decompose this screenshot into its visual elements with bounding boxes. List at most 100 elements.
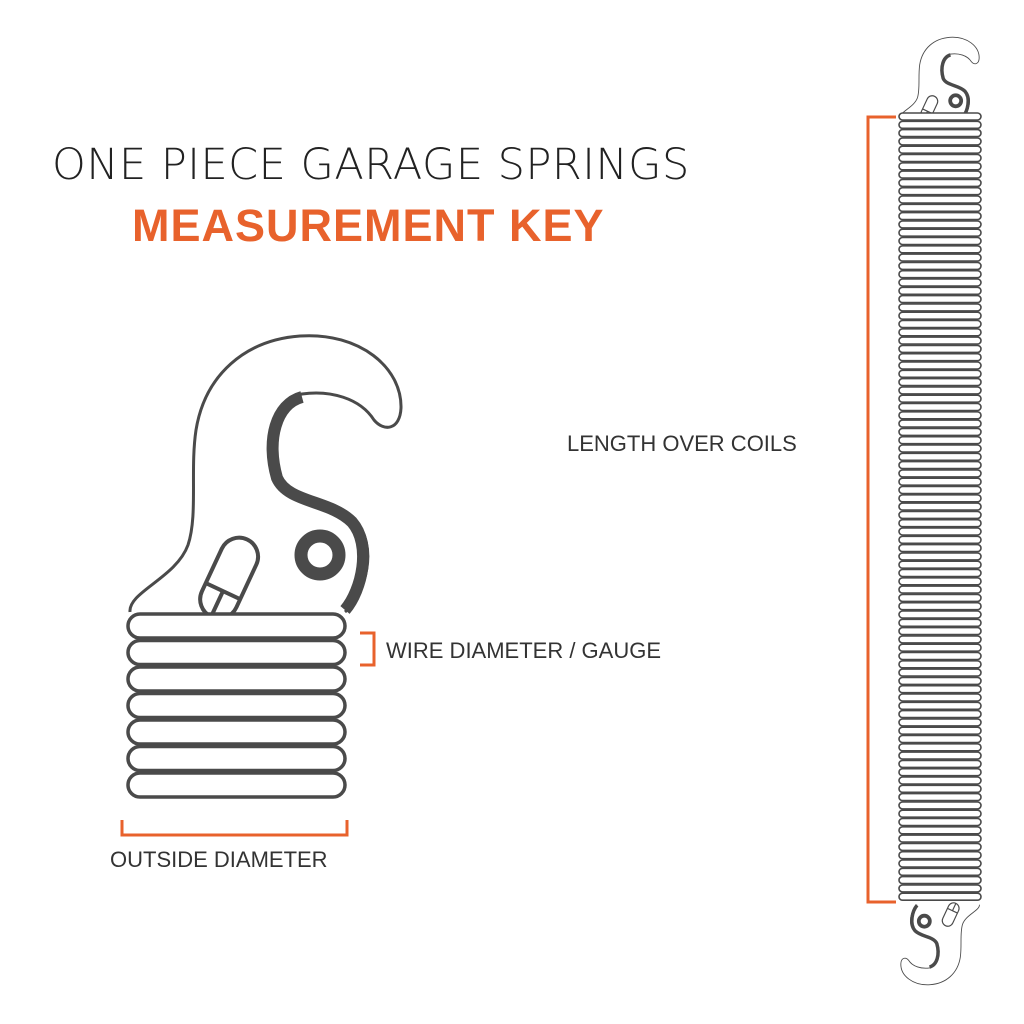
coil (898, 220, 982, 229)
coil (898, 311, 982, 321)
coil (898, 676, 982, 686)
coil (898, 435, 982, 445)
coil (898, 162, 982, 171)
coil (898, 344, 982, 354)
coil (898, 859, 982, 868)
coil (898, 419, 982, 428)
coil (898, 444, 982, 453)
coil (126, 691, 347, 720)
coil (898, 618, 982, 628)
coil (898, 884, 982, 893)
coil (898, 128, 982, 138)
coil (898, 709, 982, 719)
coil (898, 369, 982, 379)
bottom-hook-icon (898, 899, 982, 987)
coil (898, 734, 982, 744)
coil (898, 386, 982, 395)
coil (898, 610, 982, 619)
length-label: LENGTH OVER COILS (567, 431, 797, 456)
coil (898, 319, 982, 329)
page-title: ONE PIECE GARAGE SPRINGS (52, 140, 690, 190)
coil (898, 410, 982, 420)
coil (898, 294, 982, 304)
coil (898, 361, 982, 370)
coil (898, 112, 982, 121)
large-spring-coils (126, 612, 347, 799)
outside-diameter-label: OUTSIDE DIAMETER (110, 847, 328, 872)
coil (898, 643, 982, 653)
coil (898, 527, 982, 536)
coil (898, 153, 982, 163)
coil (898, 402, 982, 412)
coil (898, 759, 982, 769)
large-hook-icon (130, 336, 401, 625)
coil (898, 543, 982, 553)
coil (898, 626, 982, 636)
coil (898, 809, 982, 819)
coil (898, 145, 982, 154)
page-subtitle: MEASUREMENT KEY (132, 200, 605, 251)
coil (898, 834, 982, 843)
coil (898, 377, 982, 387)
coil (898, 469, 982, 478)
coil (898, 510, 982, 520)
coil (126, 771, 347, 799)
coil (898, 701, 982, 711)
coil (898, 552, 982, 561)
coil (898, 585, 982, 594)
outside-diameter-bracket (120, 820, 349, 837)
coil (898, 245, 982, 254)
coil (898, 137, 982, 146)
coil (898, 776, 982, 785)
coil (898, 394, 982, 404)
coil (126, 718, 347, 746)
coil (898, 203, 982, 213)
coil (898, 269, 982, 279)
coil (898, 336, 982, 345)
coil (898, 801, 982, 810)
coil (898, 485, 982, 495)
coil (898, 195, 982, 204)
coil (898, 493, 982, 503)
coil (898, 253, 982, 262)
coil (898, 576, 982, 586)
coil (898, 825, 982, 835)
coil (898, 693, 982, 702)
coil (898, 892, 982, 902)
coil (898, 452, 982, 462)
coil (898, 792, 982, 802)
coil (898, 327, 982, 337)
coil (898, 635, 982, 644)
coil (898, 742, 982, 752)
coil (898, 518, 982, 528)
wire-bracket (360, 631, 376, 667)
coil (898, 261, 982, 271)
coil (898, 593, 982, 603)
coil (898, 535, 982, 545)
top-hook-icon (898, 35, 982, 123)
coil (898, 850, 982, 860)
coil (898, 120, 982, 130)
coil (126, 612, 347, 640)
coil (898, 568, 982, 578)
coil (898, 352, 982, 362)
coil (126, 744, 347, 773)
coil (898, 817, 982, 827)
coil (898, 751, 982, 760)
long-spring-coils (898, 112, 982, 902)
coil (898, 601, 982, 611)
coil (898, 228, 982, 237)
coil (898, 502, 982, 511)
coil (898, 659, 982, 669)
coil (898, 684, 982, 694)
coil (898, 668, 982, 677)
coil (126, 638, 347, 667)
coil (898, 477, 982, 487)
coil (898, 170, 982, 179)
coil (898, 842, 982, 852)
coil (898, 178, 982, 188)
coil (898, 278, 982, 287)
wire-diameter-label: WIRE DIAMETER / GAUGE (386, 638, 662, 663)
